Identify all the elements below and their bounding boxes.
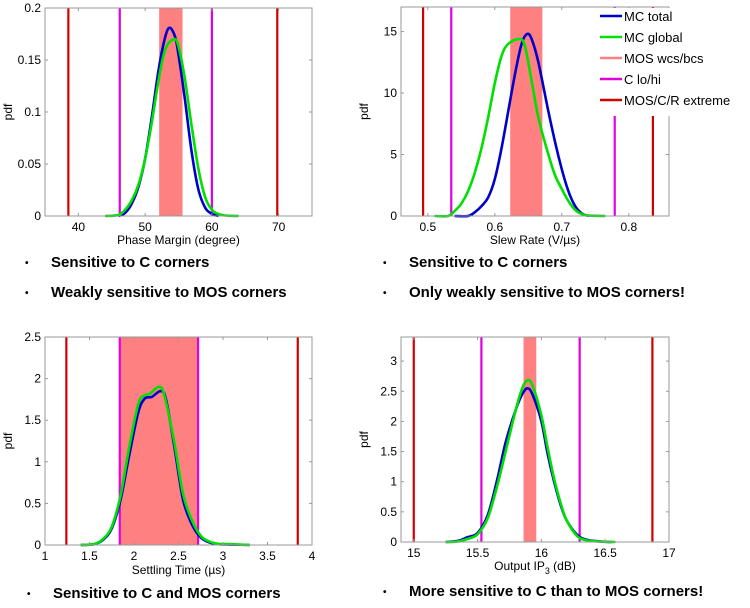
y-tick-label: 2.5	[24, 330, 41, 344]
mos-wcs-bcs-band	[159, 8, 183, 216]
axes-frame	[400, 336, 670, 543]
bullet-dot-icon: •	[25, 257, 29, 269]
y-tick-label: 3	[390, 354, 397, 368]
y-tick-label: 0.1	[24, 105, 41, 119]
y-tick-label: 0	[34, 209, 41, 223]
x-tick-label: 40	[72, 220, 86, 234]
y-tick-label: 2	[34, 372, 41, 386]
bullet-text: Sensitive to C corners	[409, 254, 568, 271]
bullet-dot-icon: •	[383, 586, 387, 598]
legend-label: MC global	[624, 30, 683, 45]
bullet-text: Sensitive to C corners	[51, 254, 210, 271]
x-tick-label: 70	[272, 220, 286, 234]
bullet-text: More sensitive to C than to MOS corners!	[409, 583, 704, 600]
bullet-item: • Sensitive to C and MOS corners	[27, 585, 281, 602]
y-tick-label: 1	[390, 475, 397, 489]
y-tick-label: 0.5	[24, 496, 41, 510]
bullet-text: Weakly sensitive to MOS corners	[51, 284, 287, 301]
x-axis-label: Phase Margin (degree)	[117, 233, 240, 247]
x-tick-label: 3	[220, 549, 227, 563]
bullet-text: Only weakly sensitive to MOS corners!	[409, 284, 685, 301]
x-tick-label: 17	[662, 546, 676, 560]
y-tick-label: 0.2	[24, 1, 41, 15]
y-tick-label: 0	[390, 535, 397, 549]
y-tick-label: 1.5	[380, 445, 397, 459]
y-axis-label: pdf	[357, 102, 371, 119]
x-tick-label: 50	[138, 220, 152, 234]
series-mc-global	[434, 37, 606, 218]
x-tick-label: 60	[205, 220, 219, 234]
y-tick-label: 10	[384, 86, 398, 100]
y-tick-label: 0.5	[380, 505, 397, 519]
x-axis-label: Output IP3 (dB)	[494, 559, 576, 576]
x-axis-label: Settling Time (µs)	[132, 563, 226, 577]
y-tick-label: 15	[384, 25, 398, 39]
legend: MC total MC global MOS wcs/bcs C lo/hi MOS/C…	[596, 8, 750, 116]
x-tick-label: 15.5	[466, 546, 490, 560]
legend-label: MC total	[624, 9, 673, 24]
x-tick-label: 2.5	[170, 549, 187, 563]
x-tick-label: 16.5	[594, 546, 618, 560]
y-axis-label: pdf	[1, 103, 15, 120]
y-tick-label: 0	[34, 538, 41, 552]
y-tick-label: 2.5	[380, 384, 397, 398]
y-tick-label: 1	[34, 455, 41, 469]
y-tick-label: 1.5	[24, 413, 41, 427]
legend-label: C lo/hi	[624, 72, 661, 87]
x-tick-label: 1	[42, 549, 49, 563]
y-axis-label: pdf	[1, 432, 15, 449]
bullet-dot-icon: •	[383, 257, 387, 269]
legend-label: MOS wcs/bcs	[624, 51, 704, 66]
bullet-dot-icon: •	[27, 588, 31, 600]
x-tick-label: 2	[131, 549, 138, 563]
bullet-item: • Sensitive to C corners	[383, 254, 567, 271]
y-tick-label: 0	[390, 209, 397, 223]
bullet-text: Sensitive to C and MOS corners	[53, 585, 281, 602]
x-tick-label: 1.5	[81, 549, 98, 563]
x-tick-label: 0.5	[419, 220, 436, 234]
x-tick-label: 0.7	[553, 220, 570, 234]
bullet-item: • More sensitive to C than to MOS corners…	[383, 583, 703, 600]
mos-wcs-bcs-band	[523, 337, 537, 542]
chart-1: 40 50 60 70 0 0.05 0.1 0.15 0.2 Phase Margin (deg…	[1, 1, 313, 247]
legend-box	[596, 8, 750, 116]
series-mc-global	[80, 385, 250, 547]
y-tick-label: 0.05	[18, 157, 42, 171]
legend-label: MOS/C/R extreme	[624, 93, 730, 108]
x-tick-label: 16	[535, 546, 549, 560]
x-tick-label: 4	[309, 549, 316, 563]
bullet-item: • Only weakly sensitive to MOS corners!	[383, 284, 685, 301]
x-tick-label: 0.6	[486, 220, 503, 234]
bullet-dot-icon: •	[383, 287, 387, 299]
series-mc-global	[445, 378, 616, 544]
x-axis-label: Slew Rate (V/µs)	[490, 233, 580, 247]
y-axis-label: pdf	[357, 430, 371, 447]
series-mc-total	[454, 32, 590, 218]
y-tick-label: 2	[390, 414, 397, 428]
bullet-item: • Sensitive to C corners	[25, 254, 209, 271]
y-tick-label: 5	[390, 148, 397, 162]
x-tick-label: 3.5	[259, 549, 276, 563]
x-tick-label: 0.8	[620, 220, 637, 234]
bullet-item: • Weakly sensitive to MOS corners	[25, 284, 287, 301]
bullet-dot-icon: •	[25, 287, 29, 299]
y-tick-label: 0.15	[18, 53, 42, 67]
series-mc-global	[104, 37, 239, 218]
chart-4: 15 15.5 16 16.5 17 0 0.5 1 1.5 2 2.5 3 Output IP3 (d…	[357, 336, 676, 576]
x-tick-label: 15	[407, 546, 421, 560]
